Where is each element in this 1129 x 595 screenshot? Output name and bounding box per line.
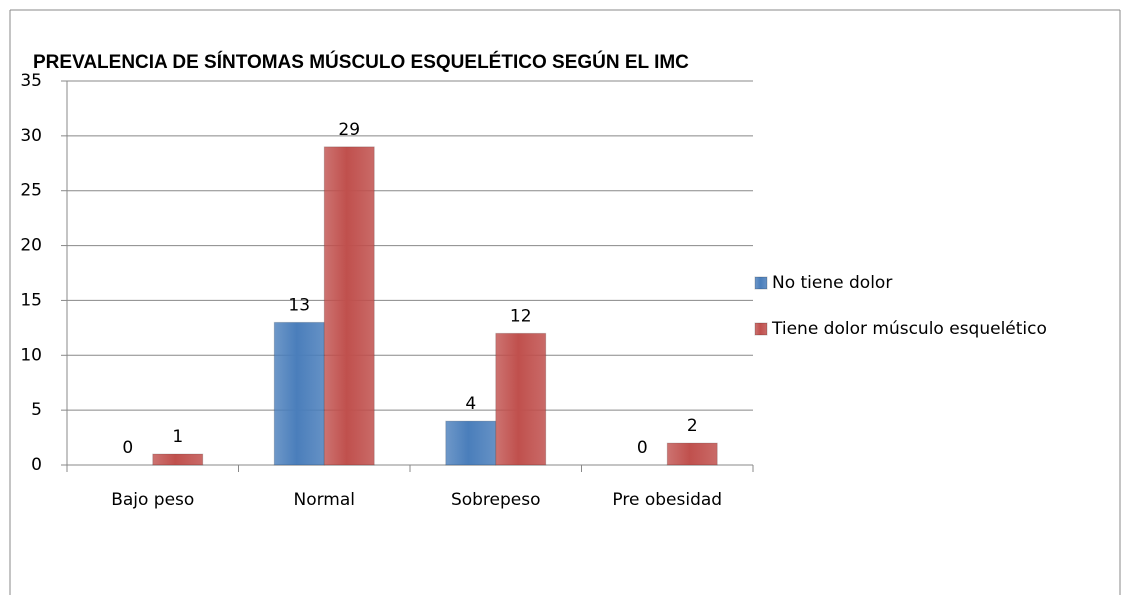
legend-swatch	[754, 322, 768, 336]
bar	[323, 146, 375, 466]
y-tick-label: 0	[31, 455, 42, 475]
legend-label: No tiene dolor	[772, 273, 892, 293]
y-tick-label: 25	[20, 181, 42, 201]
bar	[666, 442, 718, 466]
chart-title: PREVALENCIA DE SÍNTOMAS MÚSCULO ESQUELÉT…	[33, 51, 689, 73]
data-label: 4	[465, 394, 476, 414]
y-tick-label: 10	[20, 345, 42, 365]
data-label: 0	[122, 438, 133, 458]
data-label: 1	[172, 427, 183, 447]
x-tick-label: Pre obesidad	[612, 490, 722, 510]
bar	[445, 420, 497, 466]
y-tick-label: 5	[31, 400, 42, 420]
y-tick-label: 30	[20, 126, 42, 146]
y-tick-label: 15	[20, 290, 42, 310]
x-tick-label: Normal	[293, 490, 355, 510]
x-tick-label: Bajo peso	[111, 490, 194, 510]
data-label: 2	[687, 416, 698, 436]
legend-swatch	[754, 276, 768, 290]
y-tick-label: 20	[20, 236, 42, 256]
data-label: 12	[510, 306, 532, 326]
bar	[152, 453, 204, 466]
y-tick-label: 35	[20, 71, 42, 91]
legend-label: Tiene dolor músculo esquelético	[771, 319, 1047, 339]
bar	[495, 332, 547, 466]
bar	[273, 321, 325, 466]
x-tick-label: Sobrepeso	[451, 490, 541, 510]
data-label: 13	[288, 295, 310, 315]
data-label: 29	[338, 120, 360, 140]
data-label: 0	[637, 438, 648, 458]
